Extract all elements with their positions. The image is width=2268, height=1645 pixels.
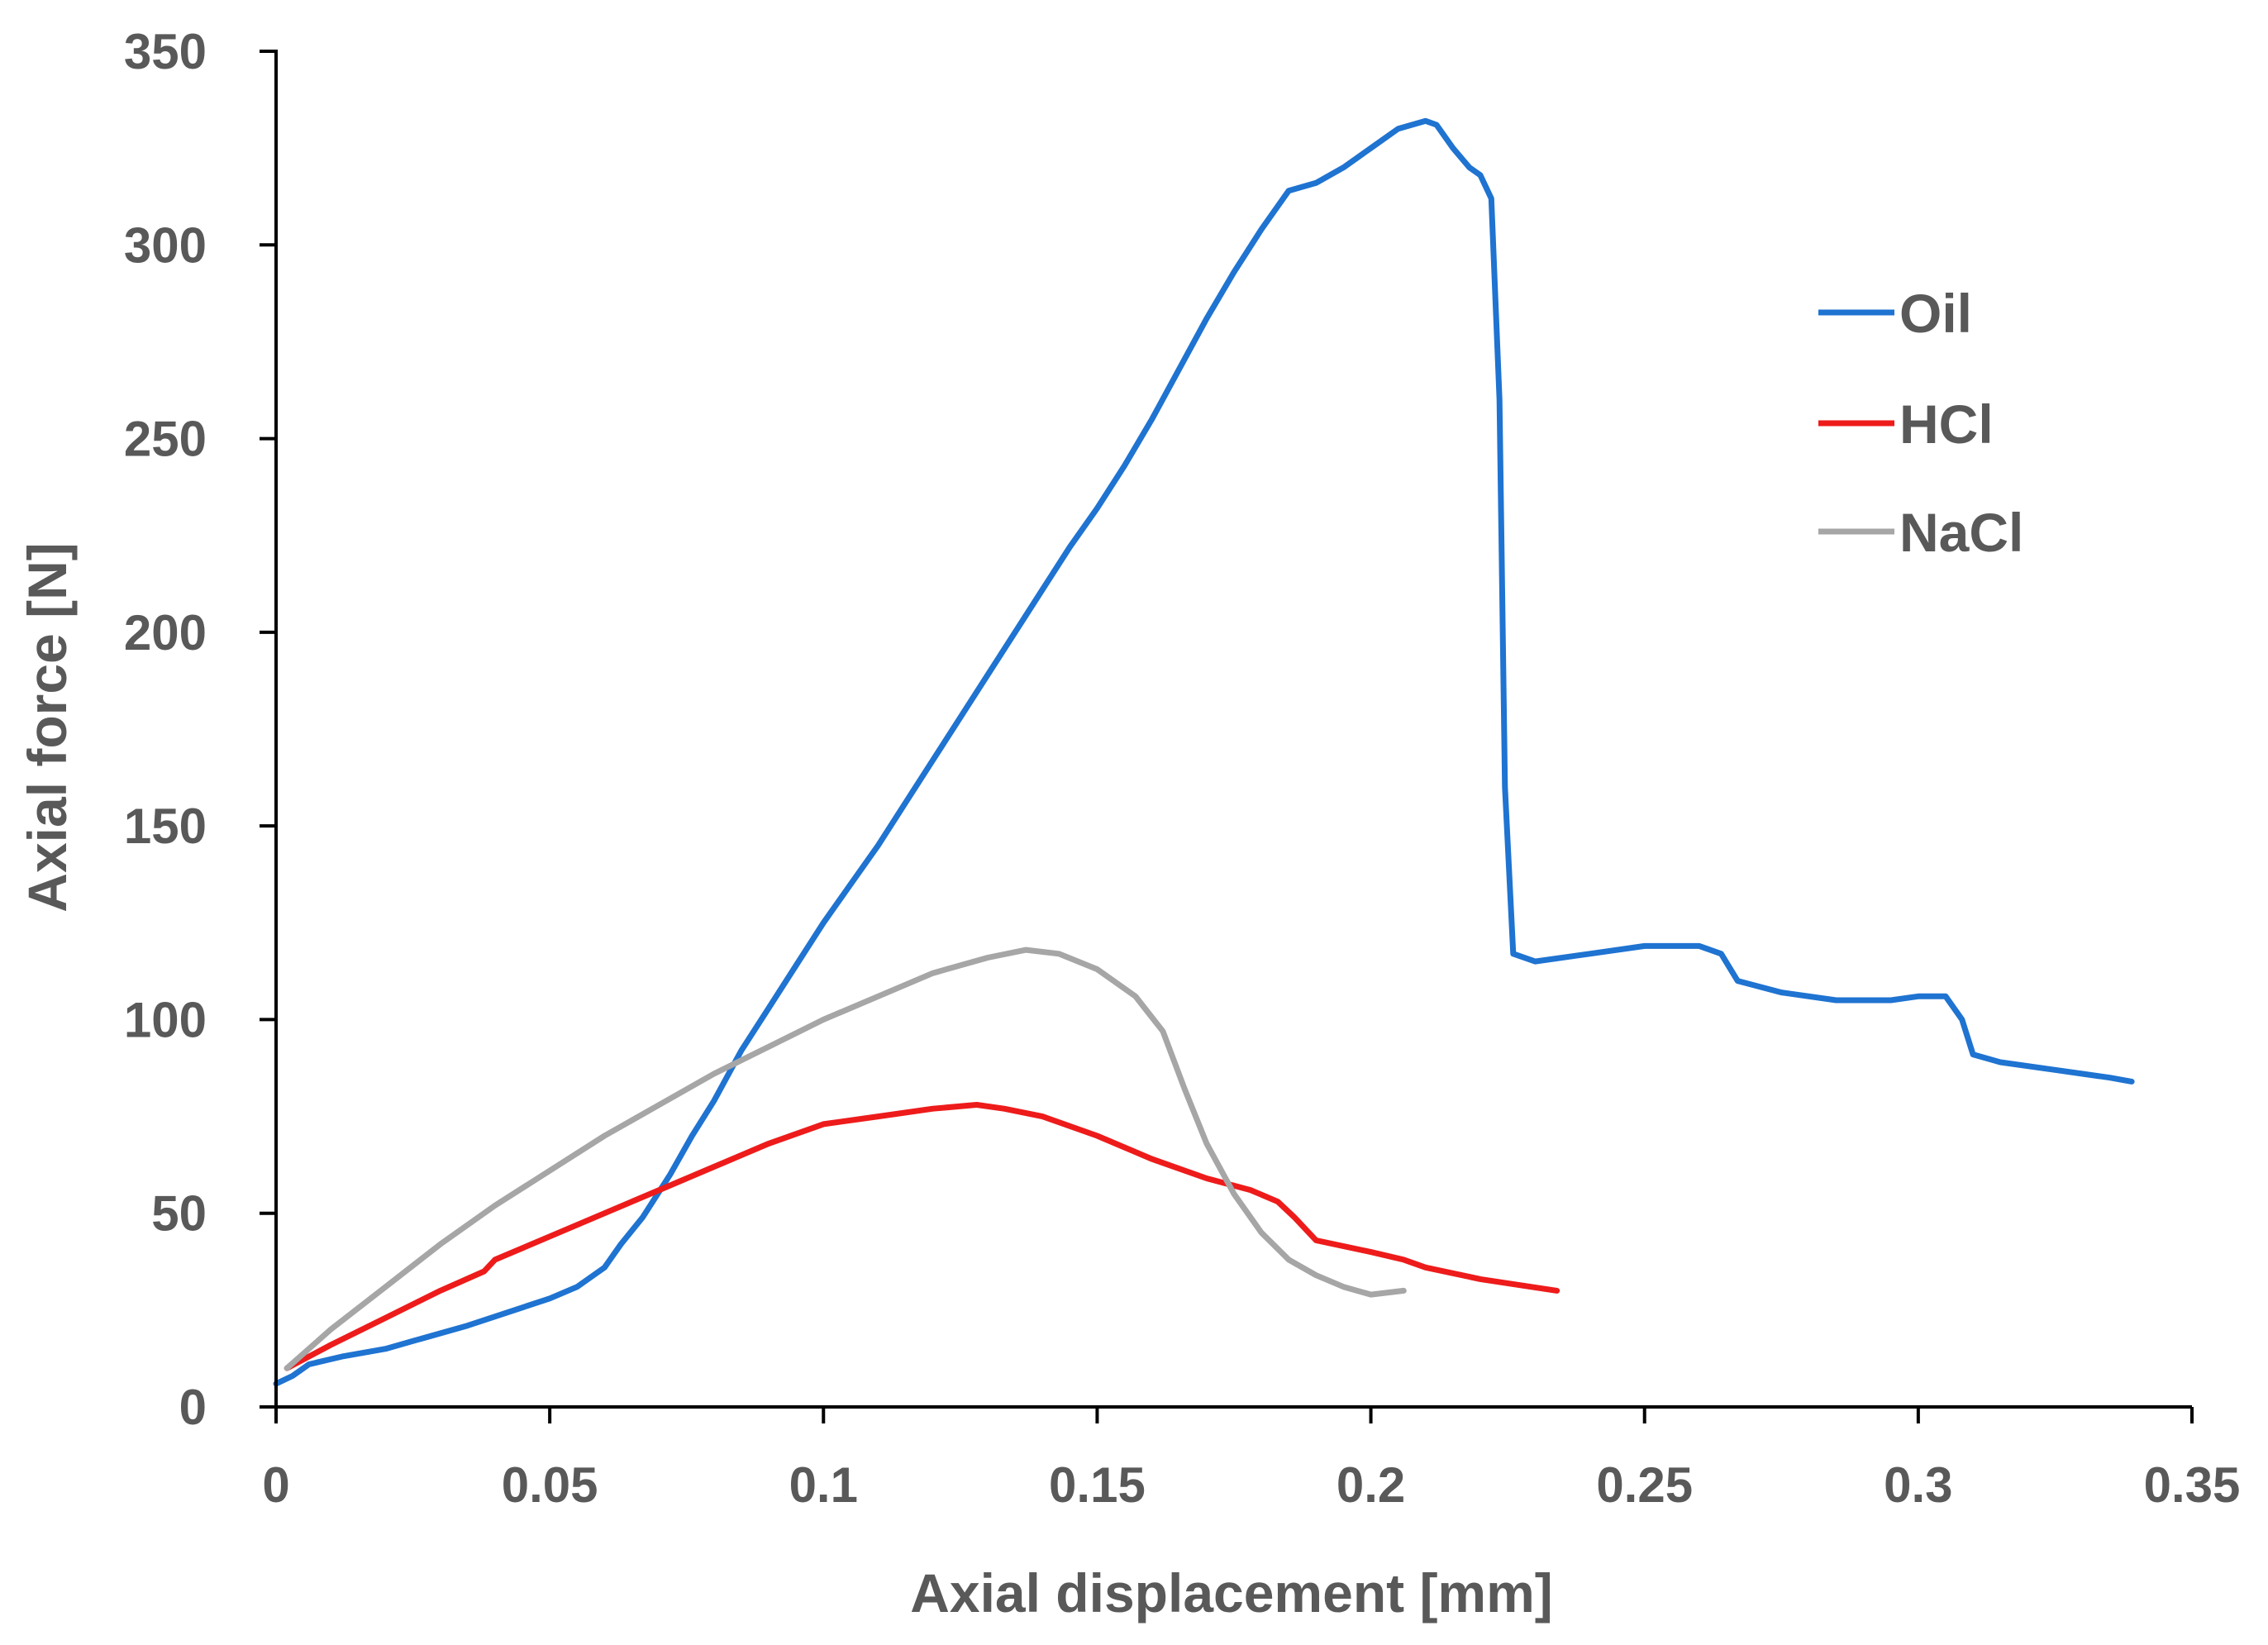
series-line-hcl [284,1102,1560,1371]
x-tick-label: 0.05 [502,1457,598,1513]
y-axis-title: Axial force [N] [17,542,78,912]
y-tick-label: 100 [124,992,207,1047]
x-tick-label: 0.15 [1049,1457,1146,1513]
y-tick-label: 300 [124,217,207,273]
legend-label-nacl: NaCl [1899,502,2023,563]
y-tick-label: 250 [124,412,207,467]
ticks-layer: 0 0.05 0.1 0.15 0.2 0.25 0.3 0.35 0 50 100 150 200 25… [124,24,2241,1513]
x-tick-label: 0.2 [1336,1457,1405,1513]
y-tick-label: 200 [124,605,207,660]
y-tick-label: 350 [124,24,207,79]
x-tick-label: 0.1 [789,1457,858,1513]
x-tick-label: 0.35 [2144,1457,2241,1513]
series-line-oil [273,117,2135,1387]
legend-label-hcl: HCl [1899,393,1994,455]
legend: Oil HCl NaCl [1818,283,2023,563]
series-line-nacl [284,946,1407,1371]
x-axis-title: Axial displacement [mm] [910,1562,1553,1624]
x-tick-label: 0.3 [1884,1457,1952,1513]
y-tick-label: 0 [179,1380,207,1435]
series-layer [273,117,2135,1387]
x-tick-label: 0 [262,1457,289,1513]
x-tick-label: 0.25 [1596,1457,1693,1513]
axes-layer [274,50,2192,1409]
y-tick-label: 150 [124,799,207,854]
y-tick-label: 50 [151,1186,207,1242]
legend-label-oil: Oil [1899,283,1972,344]
